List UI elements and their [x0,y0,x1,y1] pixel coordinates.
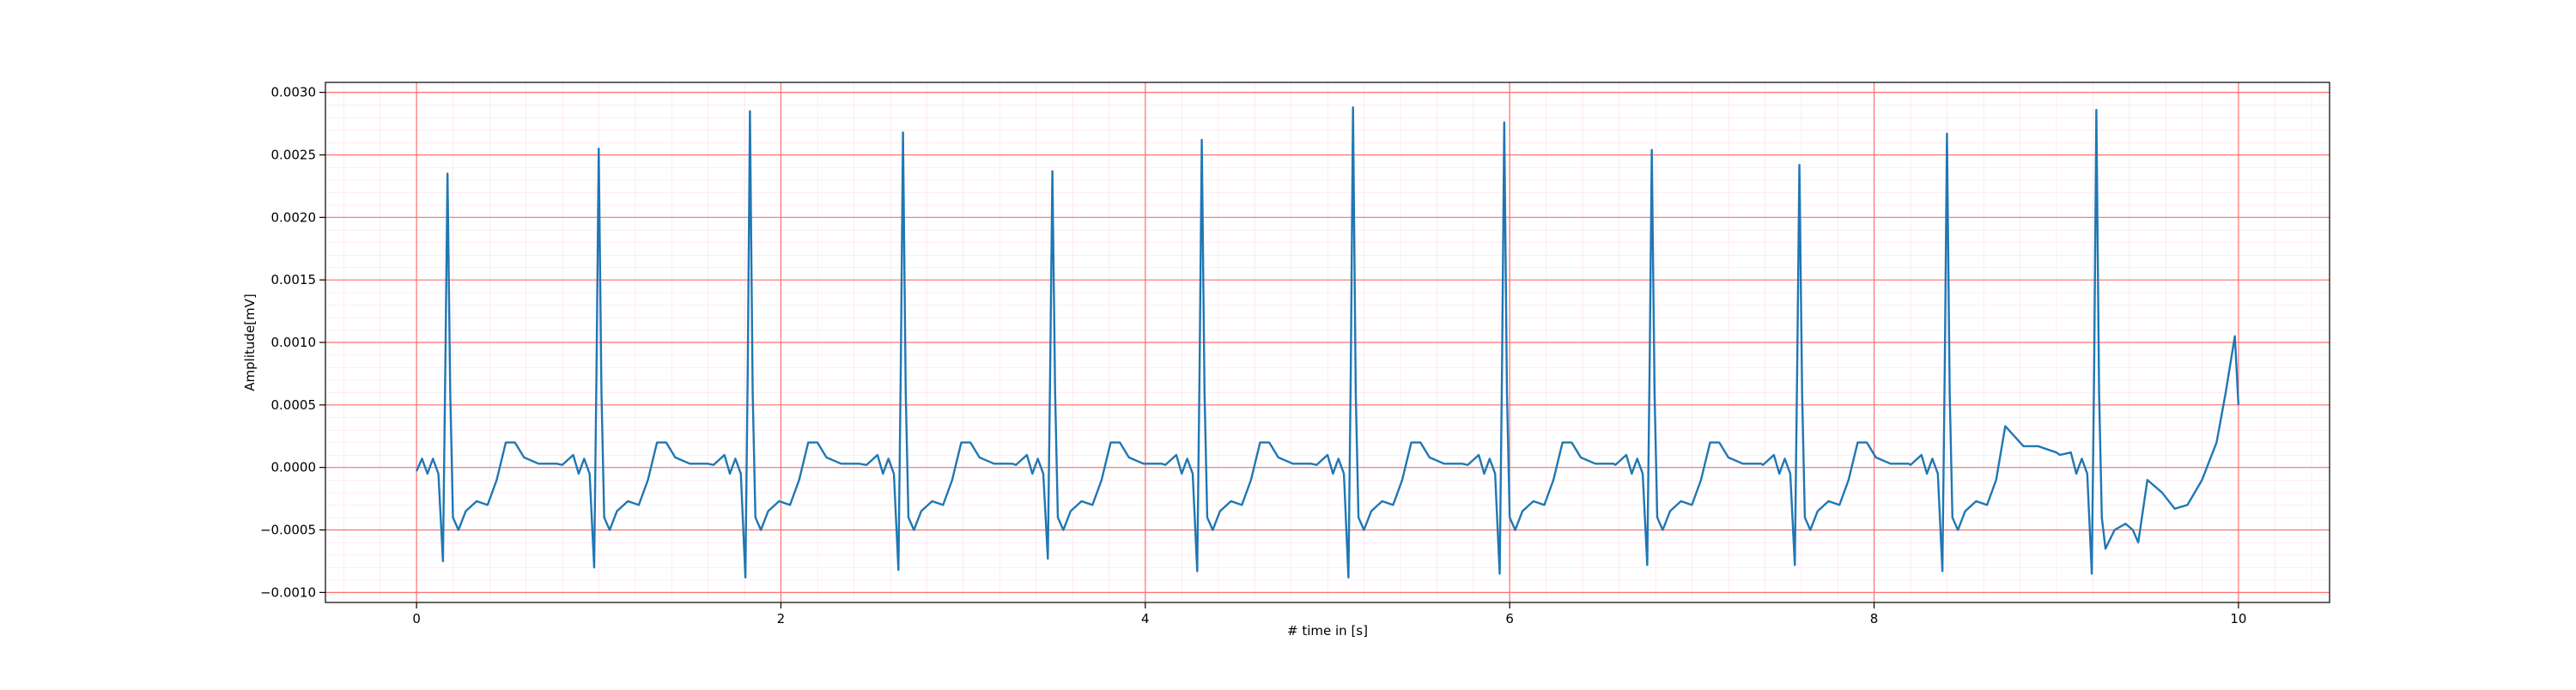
y-tick-label: 0.0025 [271,147,317,162]
y-tick-label: 0.0020 [271,209,317,225]
x-tick-label: 8 [1870,611,1879,626]
ecg-line [415,106,2240,579]
x-tick-label: 0 [412,611,421,626]
ticks: 0 2 4 6 8 10 −0.0010 −0.0005 0.0000 0.0005 0.0010 0… [260,85,2247,626]
x-tick-label: 6 [1505,611,1514,626]
y-tick-label: −0.0005 [260,523,316,538]
x-tick-label: 10 [2230,611,2246,626]
x-axis-label: # time in [s] [1287,623,1368,639]
x-tick-label: 4 [1141,611,1150,626]
grid [325,82,2330,602]
y-axis-label: Amplitude[mV] [242,294,258,390]
y-tick-label: 0.0010 [271,335,317,350]
plot-lines [415,106,2240,579]
y-tick-label: −0.0010 [260,584,316,600]
y-tick-label: 0.0015 [271,272,317,288]
y-tick-label: 0.0005 [271,397,317,413]
y-tick-label: 0.0030 [271,85,317,100]
y-tick-label: 0.0000 [271,460,317,475]
x-tick-label: 2 [777,611,786,626]
